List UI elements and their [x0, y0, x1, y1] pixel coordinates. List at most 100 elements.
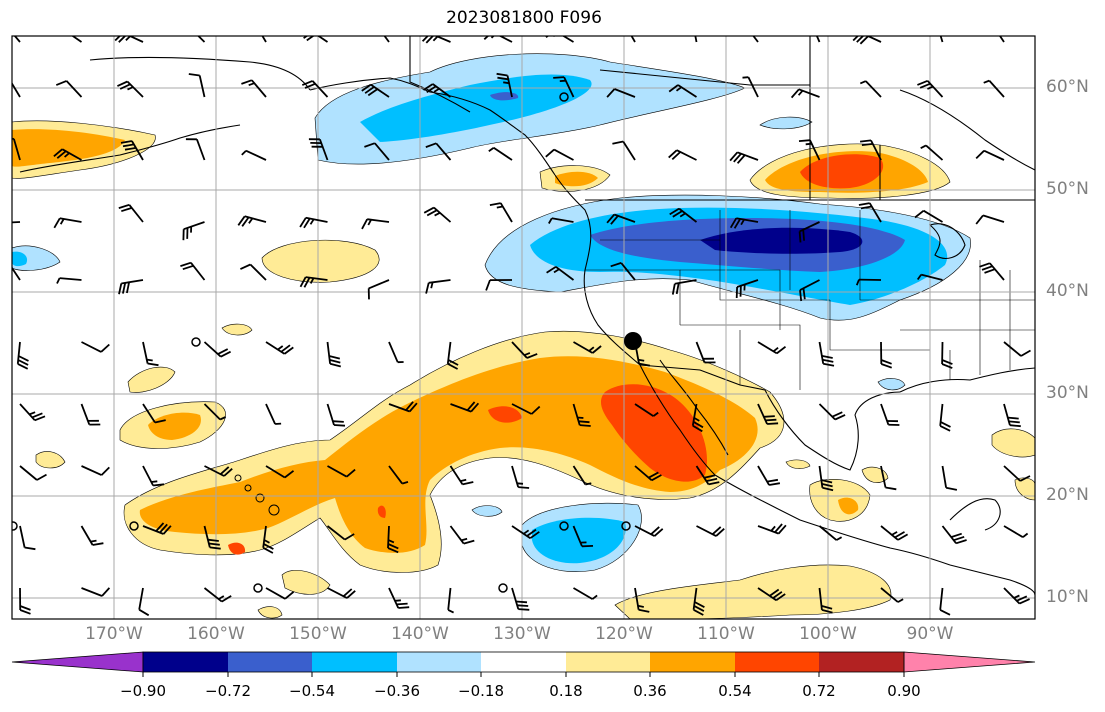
wind-barb-flag	[284, 470, 295, 479]
wind-barb-flag	[55, 80, 67, 86]
wind-barb-flag	[715, 528, 725, 537]
wind-barb-flag	[342, 588, 353, 597]
wind-barb-flag	[263, 539, 270, 544]
colorbar-segment	[819, 652, 904, 672]
wind-barb	[326, 525, 346, 541]
alaska-canada-border	[409, 36, 471, 113]
wind-barb-flag	[940, 421, 951, 428]
us-west-coastline	[583, 269, 641, 366]
wind-barb-flag	[421, 36, 429, 42]
colorbar-tick-label: −0.54	[289, 682, 335, 700]
wind-barb-flag	[241, 79, 253, 85]
aleutian-islands	[19, 124, 241, 173]
wind-barb-flag	[433, 87, 440, 93]
wind-barb-flag	[299, 276, 307, 288]
wind-barb-flag	[920, 144, 927, 149]
wind-barb	[12, 81, 21, 98]
wind-barb-flag	[1009, 424, 1021, 428]
lon-label-170w: 170°W	[85, 624, 143, 644]
wind-barb-flag	[394, 599, 401, 602]
wind-barb-flag	[545, 148, 555, 158]
wind-barb-flag	[772, 591, 783, 599]
wind-barb-flag	[638, 362, 651, 367]
location-marker[interactable]	[624, 332, 642, 350]
wind-barb	[572, 465, 587, 485]
lon-label-90w: 90°W	[906, 624, 954, 644]
wind-barb-flag	[220, 350, 232, 358]
wind-barb-flag	[577, 416, 584, 419]
wind-barb-flag	[671, 151, 682, 161]
map-plot-area[interactable]	[0, 19, 1035, 620]
wind-barb-flag	[19, 605, 31, 611]
wind-barb	[265, 587, 286, 600]
wind-barb-flag	[304, 82, 316, 89]
wind-barb-flag	[388, 539, 395, 544]
hawaii-orange	[148, 412, 201, 440]
wind-barb	[59, 277, 82, 281]
pacific-midlat-yellow	[261, 239, 380, 283]
wind-barb-flag	[0, 25, 6, 29]
wind-barb-flag	[434, 212, 441, 217]
wind-barb-flag	[426, 85, 437, 94]
wind-barb-flag	[425, 142, 437, 148]
wind-barb-flag	[120, 140, 133, 144]
wind-barb-flag	[855, 279, 860, 286]
wind-barb-flag	[1007, 416, 1019, 420]
wind-barb-flag	[822, 358, 834, 363]
wind-barb-flag	[518, 486, 530, 489]
wind-barb-flag	[861, 143, 873, 146]
wind-barb	[19, 465, 38, 481]
hudson-bay-coast	[899, 89, 1035, 171]
wind-barb-flag	[483, 36, 490, 40]
wind-barb-flag	[56, 150, 67, 159]
wind-barb	[435, 142, 452, 161]
wind-barb-flag	[821, 483, 833, 488]
lon-label-110w: 110°W	[697, 624, 755, 644]
wind-barb-flag	[100, 466, 110, 476]
baja-coastline	[639, 364, 716, 476]
wind-barb-flag	[463, 539, 475, 545]
wind-barb-flag	[241, 150, 247, 156]
colorbar-segment	[397, 652, 481, 672]
lat-label-50n: 50°N	[1046, 179, 1089, 199]
wind-barb-flag	[927, 85, 934, 90]
wind-barb	[630, 36, 636, 43]
wind-barb-flag	[155, 522, 165, 532]
wind-barb-flag	[606, 88, 616, 98]
wind-barb-flag	[426, 209, 438, 217]
colorbar-tick-label: 0.90	[887, 682, 921, 700]
bc-coast-orange	[555, 171, 598, 187]
wind-barb-flag	[578, 420, 590, 424]
wind-barb-flag	[518, 608, 530, 611]
wind-barb-flag	[516, 482, 524, 485]
wind-barb-flag	[117, 80, 128, 87]
wind-barb-flag	[218, 595, 225, 600]
wind-barb-flag	[675, 282, 680, 295]
great-lakes	[928, 223, 966, 259]
wind-barb-flag	[638, 358, 645, 362]
wind-barb-flag	[299, 217, 307, 228]
wind-barb-flag	[31, 412, 43, 419]
wind-barb-flag	[54, 36, 56, 37]
wind-barb-flag	[821, 479, 833, 484]
wind-barb-flag	[361, 83, 372, 92]
wind-barb	[317, 36, 329, 43]
wind-barb-flag	[694, 601, 705, 608]
wind-barb-flag	[693, 609, 704, 616]
small-yellow-patch-2	[127, 366, 176, 393]
wind-barb-flag	[650, 526, 660, 535]
wind-barb	[383, 36, 390, 43]
wind-barb-flag	[880, 363, 893, 369]
wind-barb-flag	[462, 481, 474, 486]
wind-barb-flag	[891, 531, 898, 536]
wind-barb-flag	[945, 486, 958, 491]
wind-barb-flag	[423, 206, 435, 214]
wind-barb-flag	[834, 414, 846, 421]
wind-barb-flag	[860, 205, 872, 210]
colorbar-tick-label: 0.54	[718, 682, 752, 700]
wind-barb-flag	[897, 533, 909, 541]
wind-barb	[1003, 525, 1024, 538]
wind-barb	[982, 214, 1005, 223]
colorbar-segment	[228, 652, 312, 672]
